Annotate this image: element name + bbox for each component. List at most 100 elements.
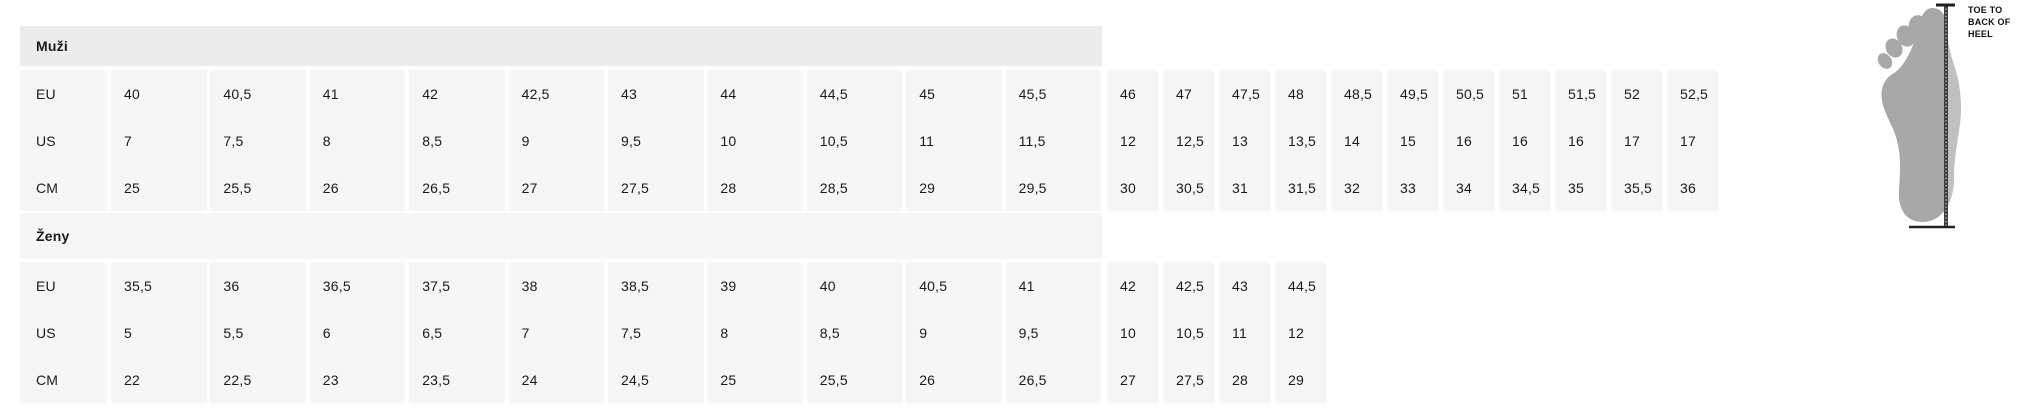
size-cell-cm: 28 bbox=[1232, 371, 1248, 388]
size-column: 35,5 5 22 bbox=[111, 262, 207, 403]
size-cell-us: 9 bbox=[521, 132, 530, 149]
size-cell-eu: 47 bbox=[1176, 85, 1192, 102]
size-cell-eu: 43 bbox=[621, 85, 637, 102]
size-cell-us: 9,5 bbox=[1018, 324, 1039, 341]
size-column: 48 13,5 31,5 bbox=[1275, 70, 1326, 211]
size-cell-eu: 44,5 bbox=[819, 85, 848, 102]
size-column: 38 7 24 bbox=[508, 262, 605, 403]
size-cell-us: 12 bbox=[1120, 132, 1136, 149]
size-cell-us: 7 bbox=[521, 324, 530, 341]
row-label-us: US bbox=[36, 132, 56, 149]
foot-silhouette bbox=[1877, 2, 1968, 232]
size-cell-us: 6,5 bbox=[422, 324, 443, 341]
size-column: 40,5 7,5 25,5 bbox=[210, 70, 306, 211]
toe-to-heel-label: TOE TO BACK OF HEEL bbox=[1968, 5, 2011, 39]
size-cell-eu: 45 bbox=[919, 85, 936, 102]
size-column: 48,5 14 32 bbox=[1331, 70, 1382, 211]
size-cell-us: 9 bbox=[919, 324, 928, 341]
size-cell-eu: 49,5 bbox=[1400, 85, 1429, 102]
size-cell-eu: 51 bbox=[1512, 85, 1528, 102]
size-cell-cm: 24 bbox=[521, 371, 538, 388]
row-label-cm: CM bbox=[36, 371, 59, 388]
section-label-women: Ženy bbox=[36, 228, 70, 244]
size-cell-eu: 44,5 bbox=[1288, 277, 1317, 294]
size-column: 43 11 28 bbox=[1219, 262, 1270, 403]
size-cell-cm: 27,5 bbox=[1176, 371, 1205, 388]
size-cell-cm: 30 bbox=[1120, 179, 1136, 196]
size-cell-eu: 46 bbox=[1120, 85, 1136, 102]
size-cell-us: 9,5 bbox=[621, 132, 642, 149]
size-cell-us: 16 bbox=[1512, 132, 1528, 149]
size-cell-us: 11 bbox=[919, 132, 935, 149]
size-cell-us: 12,5 bbox=[1176, 132, 1205, 149]
size-column: 44,5 12 29 bbox=[1275, 262, 1326, 403]
size-column: 46 12 30 bbox=[1107, 70, 1158, 211]
size-cell-cm: 29,5 bbox=[1018, 179, 1047, 196]
size-column: 51,5 16 35 bbox=[1555, 70, 1606, 211]
size-cell-cm: 27 bbox=[521, 179, 538, 196]
size-column: 45 11 29 bbox=[906, 70, 1002, 211]
size-cell-cm: 35,5 bbox=[1624, 179, 1653, 196]
size-cell-cm: 34,5 bbox=[1512, 179, 1541, 196]
size-column: 38,5 7,5 24,5 bbox=[608, 262, 704, 403]
size-cell-us: 13,5 bbox=[1288, 132, 1317, 149]
size-column: 41 9,5 26,5 bbox=[1005, 262, 1102, 403]
size-cell-eu: 48,5 bbox=[1344, 85, 1373, 102]
size-cell-eu: 50,5 bbox=[1456, 85, 1485, 102]
size-cell-cm: 28 bbox=[720, 179, 737, 196]
size-column: 40 7 25 bbox=[111, 70, 207, 211]
size-column: 40 8,5 25,5 bbox=[806, 262, 903, 403]
size-cell-eu: 44 bbox=[720, 85, 737, 102]
size-cell-eu: 40 bbox=[124, 85, 140, 102]
size-cell-eu: 40,5 bbox=[223, 85, 252, 102]
size-cell-us: 17 bbox=[1680, 132, 1696, 149]
size-cell-cm: 31,5 bbox=[1288, 179, 1317, 196]
size-cell-eu: 52,5 bbox=[1680, 85, 1709, 102]
size-cell-eu: 40,5 bbox=[919, 277, 948, 294]
size-cell-cm: 32 bbox=[1344, 179, 1360, 196]
size-cell-us: 13 bbox=[1232, 132, 1248, 149]
section-label-men: Muži bbox=[36, 38, 68, 54]
size-cell-cm: 27 bbox=[1120, 371, 1136, 388]
size-cell-eu: 41 bbox=[322, 85, 339, 102]
size-cell-eu: 42,5 bbox=[521, 85, 550, 102]
size-cell-us: 10,5 bbox=[1176, 324, 1205, 341]
size-column: 45,5 11,5 29,5 bbox=[1005, 70, 1102, 211]
size-column: 50,5 16 34 bbox=[1443, 70, 1494, 211]
size-cell-us: 8,5 bbox=[819, 324, 840, 341]
size-cell-us: 5 bbox=[124, 324, 132, 341]
size-column: 40,5 9 26 bbox=[906, 262, 1002, 403]
size-cell-us: 7,5 bbox=[223, 132, 244, 149]
size-cell-cm: 23,5 bbox=[422, 371, 451, 388]
size-cell-eu: 42 bbox=[1120, 277, 1136, 294]
size-cell-us: 16 bbox=[1568, 132, 1584, 149]
row-label-column: EU US CM bbox=[20, 262, 107, 403]
size-column: 44 10 28 bbox=[707, 70, 803, 211]
size-cell-cm: 29 bbox=[919, 179, 936, 196]
size-cell-cm: 30,5 bbox=[1176, 179, 1205, 196]
row-label-eu: EU bbox=[36, 277, 56, 294]
size-cell-eu: 43 bbox=[1232, 277, 1248, 294]
size-cell-cm: 33 bbox=[1400, 179, 1416, 196]
row-label-us: US bbox=[36, 324, 56, 341]
size-cell-cm: 34 bbox=[1456, 179, 1472, 196]
size-cell-cm: 22 bbox=[124, 371, 140, 388]
size-cell-eu: 37,5 bbox=[422, 277, 451, 294]
size-cell-us: 8 bbox=[322, 132, 331, 149]
size-cell-us: 8 bbox=[720, 324, 729, 341]
size-column: 37,5 6,5 23,5 bbox=[409, 262, 505, 403]
size-cell-eu: 41 bbox=[1018, 277, 1035, 294]
size-cell-eu: 45,5 bbox=[1018, 85, 1047, 102]
size-cell-cm: 25 bbox=[124, 179, 140, 196]
size-column: 42,5 10,5 27,5 bbox=[1163, 262, 1214, 403]
row-label-eu: EU bbox=[36, 85, 56, 102]
size-cell-us: 10,5 bbox=[819, 132, 848, 149]
size-cell-cm: 31 bbox=[1232, 179, 1248, 196]
size-column: 47 12,5 30,5 bbox=[1163, 70, 1214, 211]
size-cell-eu: 38 bbox=[521, 277, 538, 294]
size-cell-us: 6 bbox=[322, 324, 331, 341]
size-cell-cm: 24,5 bbox=[621, 371, 650, 388]
size-cell-cm: 25 bbox=[720, 371, 737, 388]
size-cell-eu: 51,5 bbox=[1568, 85, 1597, 102]
size-column: 43 9,5 27,5 bbox=[608, 70, 704, 211]
